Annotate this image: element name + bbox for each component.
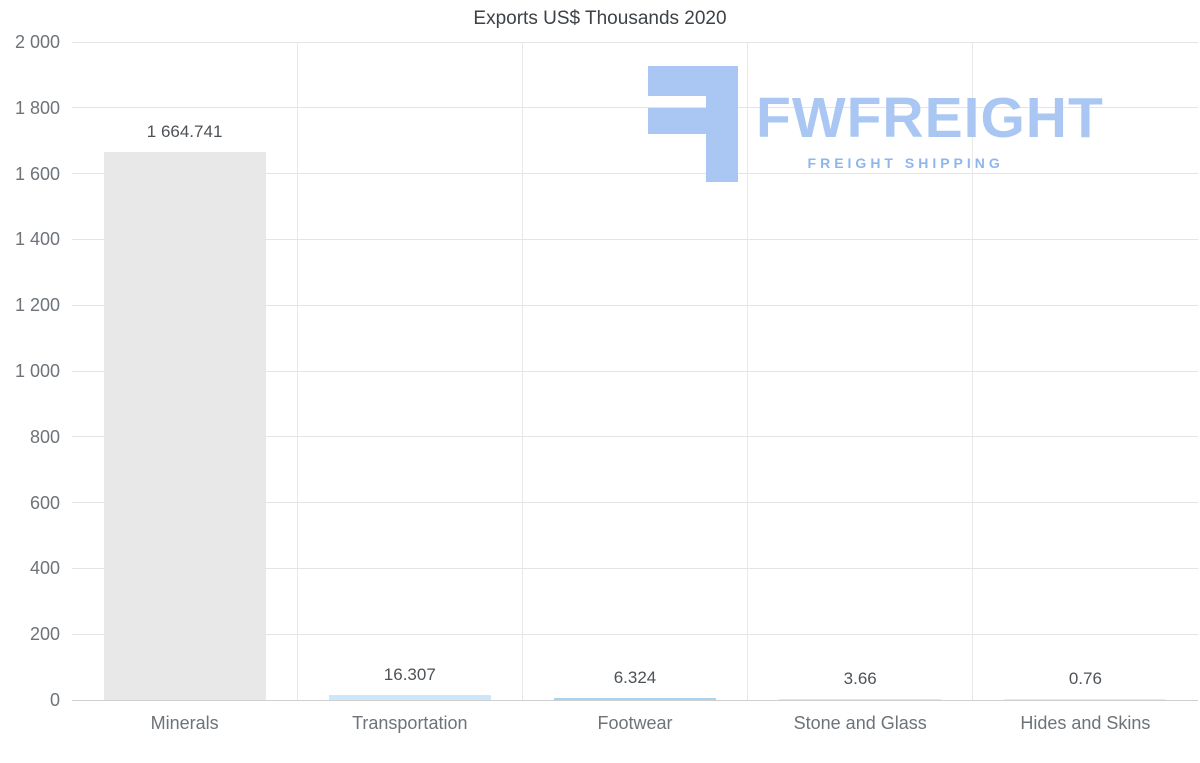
gridline: [72, 633, 1198, 635]
bar-value-label: 16.307: [383, 664, 436, 684]
x-axis-line: [72, 699, 1198, 701]
y-axis-tick-label: 0: [49, 690, 60, 710]
gridline: [72, 304, 1198, 306]
bar[interactable]: [553, 697, 717, 700]
y-axis-tick-label: 1 600: [14, 163, 60, 184]
gridline: [72, 107, 1198, 109]
y-axis-tick-label: 600: [29, 492, 60, 513]
bar[interactable]: [1004, 699, 1167, 700]
gridline: [747, 42, 749, 700]
bar-value-label: 1 664.741: [146, 122, 223, 142]
gridline: [72, 238, 1198, 240]
y-axis-tick-label: 1 400: [14, 229, 60, 250]
x-axis-category-label: Transportation: [352, 713, 468, 733]
gridline: [72, 567, 1198, 569]
y-axis-tick-label: 200: [29, 624, 60, 645]
x-axis-category-label: Minerals: [150, 713, 219, 733]
y-axis-tick-label: 1 800: [14, 97, 60, 118]
x-axis-category-label: Hides and Skins: [1020, 713, 1151, 733]
bar[interactable]: [779, 698, 942, 700]
gridline: [521, 42, 523, 700]
y-axis-tick-label: 2 000: [14, 32, 60, 52]
gridline: [72, 502, 1198, 504]
bar-value-label: 0.76: [1068, 669, 1102, 688]
gridline: [972, 42, 974, 700]
bar-value-label: 3.66: [843, 668, 877, 688]
y-axis-tick-label: 1 000: [14, 361, 60, 381]
gridline: [72, 370, 1198, 372]
gridline: [72, 173, 1198, 175]
chart-title: Exports US$ Thousands 2020: [473, 8, 727, 29]
y-axis-tick-label: 400: [29, 558, 60, 579]
fwfreight-logo-icon: [648, 66, 738, 182]
bar[interactable]: [328, 694, 491, 700]
watermark-logo: FWFREIGHT FREIGHT SHIPPING: [648, 64, 1104, 184]
bar[interactable]: [103, 152, 266, 700]
gridline: [296, 42, 298, 700]
gridline: [72, 436, 1198, 438]
logo-text-block: FWFREIGHT FREIGHT SHIPPING: [756, 86, 1104, 172]
y-axis-tick-label: 800: [29, 426, 60, 447]
gridline: [72, 41, 1198, 43]
logo-wordmark: FWFREIGHT: [756, 86, 1104, 150]
x-axis-category-label: Stone and Glass: [793, 713, 927, 733]
y-axis-tick-label: 1 200: [14, 295, 60, 316]
logo-tagline: FREIGHT SHIPPING: [807, 155, 1004, 171]
x-axis-category-label: Footwear: [597, 713, 673, 733]
bar-value-label: 6.324: [613, 667, 657, 687]
